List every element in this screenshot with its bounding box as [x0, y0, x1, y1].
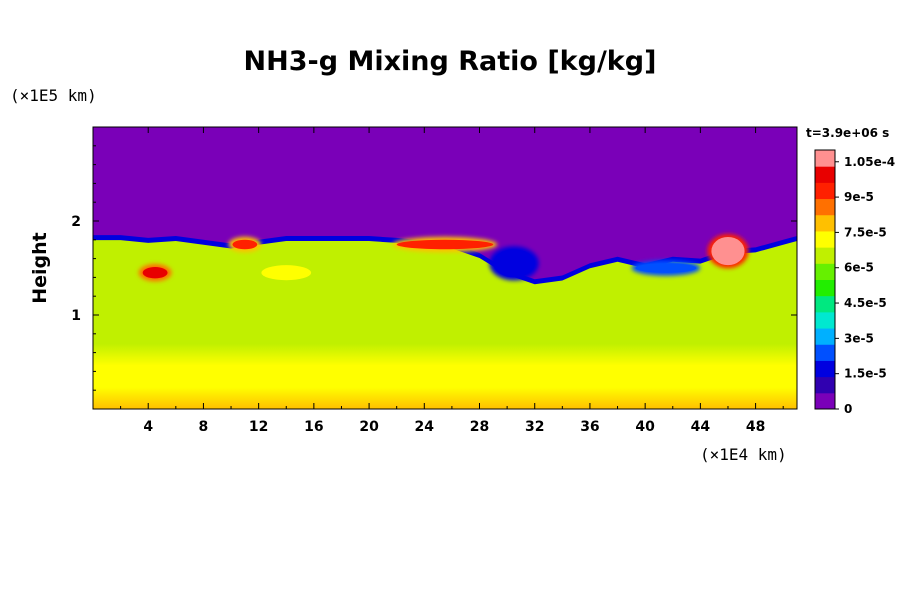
colorbar-swatch [815, 198, 835, 216]
colorbar-swatch [815, 360, 835, 378]
x-tick-label: 28 [470, 419, 489, 435]
plot-frame [92, 126, 798, 410]
x-tick-label: 36 [580, 419, 599, 435]
colorbar-swatch [815, 166, 835, 183]
colorbar-swatch [815, 279, 835, 297]
colorbar-swatch [815, 295, 835, 313]
colorbar-tick-label: 1.05e-4 [844, 155, 895, 169]
colorbar-tick-label: 3e-5 [844, 331, 874, 345]
x-tick-label: 32 [525, 419, 544, 435]
colorbar-tick-label: 4.5e-5 [844, 296, 887, 310]
colorbar-tick-label: 1.5e-5 [844, 367, 887, 381]
x-axis-unit: (×1E4 km) [700, 445, 787, 464]
field-feature [493, 249, 535, 278]
field-feature [396, 239, 494, 250]
field-feature [232, 239, 258, 250]
colorbar-swatch [815, 182, 835, 200]
x-tick-label: 8 [199, 419, 209, 435]
x-tick-label: 20 [359, 419, 379, 435]
colorbar-swatch [815, 150, 835, 167]
x-tick-label: 40 [635, 419, 655, 435]
colorbar-swatch [815, 344, 835, 361]
colorbar-swatch [815, 376, 835, 394]
colorbar-swatch [815, 263, 835, 280]
x-tick-label: 16 [304, 419, 323, 435]
field-feature [711, 236, 745, 266]
y-tick-label: 1 [71, 308, 81, 324]
x-tick-label: 4 [143, 419, 153, 435]
colorbar-frame [814, 149, 836, 410]
colorbar-swatch [815, 214, 835, 232]
colorbar-swatch [815, 311, 835, 329]
colorbar-tick-label: 7.5e-5 [844, 225, 887, 239]
x-tick-label: 12 [249, 419, 268, 435]
plot-area [93, 127, 797, 409]
field-feature [142, 267, 168, 279]
colorbar: 0 1.5e-5 3e-5 4.5e-5 6e-5 7.5e-5 9e-5 1.05e-4 [814, 149, 895, 416]
field-feature [635, 263, 697, 273]
colorbar-tick-label: 9e-5 [844, 190, 874, 204]
time-label: t=3.9e+06 s [806, 126, 890, 140]
y-axis-unit: (×1E5 km) [10, 86, 97, 105]
colorbar-swatch [815, 247, 835, 264]
lower-field [93, 240, 797, 409]
colorbar-tick-label: 0 [844, 402, 852, 416]
x-tick-label: 24 [415, 419, 435, 435]
colorbar-swatch [815, 328, 835, 345]
x-tick-label: 44 [691, 419, 711, 435]
colorbar-tick-label: 6e-5 [844, 261, 874, 275]
x-tick-label: 48 [746, 419, 765, 435]
y-tick-label: 2 [71, 214, 81, 230]
field-feature [261, 265, 312, 281]
chart-title: NH3-g Mixing Ratio [kg/kg] [243, 46, 657, 77]
colorbar-swatch [815, 230, 835, 248]
colorbar-swatch [815, 392, 835, 410]
